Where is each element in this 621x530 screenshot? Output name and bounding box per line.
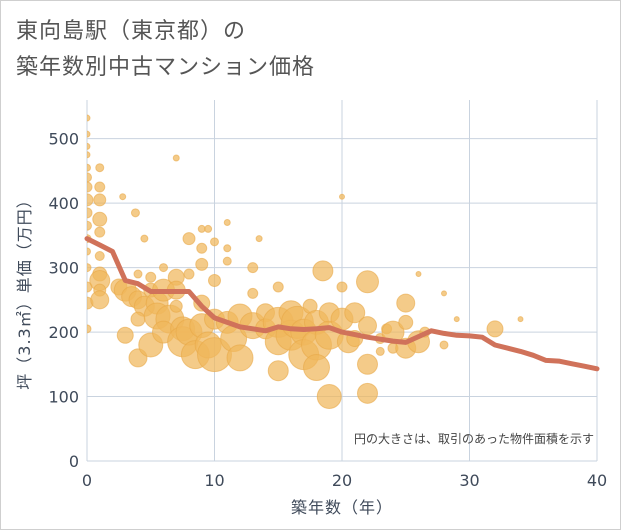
bubble-point [344, 302, 366, 324]
y-tick-label: 200 [48, 323, 79, 342]
x-tick-label: 30 [459, 471, 479, 490]
bubble-point [87, 193, 94, 207]
bubble-point [87, 142, 91, 150]
bubble-point [358, 316, 377, 336]
bubble-point [336, 281, 348, 293]
grid-lines [86, 100, 598, 462]
y-tick-label: 500 [48, 130, 79, 149]
bubble-point [183, 268, 195, 280]
bubble-point [87, 172, 92, 183]
bubble-point [133, 269, 143, 279]
bubble-point [204, 224, 213, 233]
bubble-point [87, 220, 92, 231]
bubble-point [312, 260, 334, 282]
bubble-point [93, 193, 107, 207]
y-tick-label: 100 [48, 388, 79, 407]
average-price-line [84, 236, 600, 372]
x-axis-label: 築年数（年） [291, 498, 393, 517]
bubble-point [182, 232, 196, 246]
bubble-point [208, 274, 221, 287]
bubble-point [87, 207, 93, 219]
x-tick-label: 0 [82, 471, 92, 490]
bubble-point [130, 208, 140, 218]
bubble-point [116, 326, 134, 344]
bubble-point [94, 226, 106, 238]
bubble-point [119, 193, 127, 201]
bubble-point [398, 314, 414, 330]
bubble-point [356, 270, 379, 294]
bubble-point [303, 354, 330, 382]
bubble-point [87, 324, 92, 334]
bubble-point [145, 271, 157, 283]
bubble-point [247, 262, 259, 274]
x-tick-label: 20 [332, 471, 352, 490]
y-tick-label: 0 [69, 452, 79, 471]
bubble-point [92, 211, 108, 227]
bubble-point [196, 242, 208, 254]
bubble-point [87, 151, 91, 159]
bubble-point [195, 257, 209, 271]
chart-title-line2: 築年数別中古マンション価格 [16, 55, 316, 80]
chart-title: 東向島駅（東京都）の 築年数別中古マンション価格 [16, 14, 315, 86]
x-tick-label: 40 [587, 471, 607, 490]
bubble-point [87, 263, 92, 273]
bubble-point [94, 251, 105, 262]
bubble-point [140, 234, 149, 243]
bubble-point [169, 299, 183, 313]
bubble-point [272, 281, 284, 293]
bubble-point [453, 316, 460, 323]
bubble-point [441, 290, 447, 297]
bubble-point [316, 384, 342, 410]
bubble-point [210, 237, 219, 247]
y-tick-label: 300 [48, 259, 79, 278]
bubble-point [172, 154, 180, 162]
bubble-point [87, 130, 91, 138]
y-axis-label: 坪（3.3㎡）単価（万円） [15, 191, 34, 389]
x-tick-label: 10 [204, 471, 224, 490]
bubble-point [223, 244, 232, 253]
bubble-point [87, 163, 91, 172]
bubble-point [375, 346, 385, 356]
bubble-point [87, 181, 93, 193]
bubble-series [87, 114, 524, 410]
bubble-point [267, 360, 289, 382]
bubble-point [87, 114, 91, 122]
bubble-point [95, 163, 105, 173]
bubble-point [517, 316, 524, 323]
bubble-point [247, 287, 259, 299]
bubble-point [255, 235, 263, 243]
y-axis-ticks: 0 100 200 300 400 500 [48, 130, 79, 471]
bubble-point [222, 256, 232, 266]
bubble-point [223, 218, 231, 226]
bubble-point [339, 193, 345, 200]
bubble-point [87, 247, 91, 256]
bubble-point [439, 340, 449, 350]
bubble-point [226, 344, 254, 372]
average-line-series [84, 236, 600, 372]
bubble-point [130, 311, 146, 327]
x-axis-ticks: 0 10 20 30 40 [82, 471, 607, 490]
bubble-point [415, 271, 422, 278]
bubble-point [159, 263, 168, 273]
bubble-point [357, 382, 378, 404]
bubble-point [94, 181, 106, 193]
bubble-point [90, 290, 110, 310]
bubble-point [486, 320, 504, 338]
bubble-point [357, 353, 378, 375]
bubble-point [396, 293, 416, 313]
chart-title-line1: 東向島駅（東京都）の [16, 19, 247, 44]
y-tick-label: 400 [48, 194, 79, 213]
size-legend-note: 円の大きさは、取引のあった物件面積を示す [354, 431, 594, 446]
